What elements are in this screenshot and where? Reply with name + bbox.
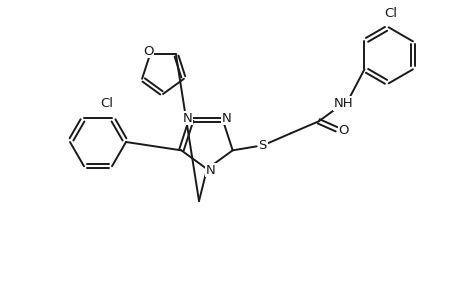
- Text: Cl: Cl: [383, 7, 396, 20]
- Text: Cl: Cl: [100, 97, 113, 110]
- Text: N: N: [206, 164, 215, 176]
- Text: NH: NH: [333, 97, 353, 110]
- Text: N: N: [222, 112, 231, 125]
- Text: S: S: [258, 139, 266, 152]
- Text: O: O: [338, 124, 348, 137]
- Text: N: N: [182, 112, 191, 125]
- Text: O: O: [142, 45, 153, 58]
